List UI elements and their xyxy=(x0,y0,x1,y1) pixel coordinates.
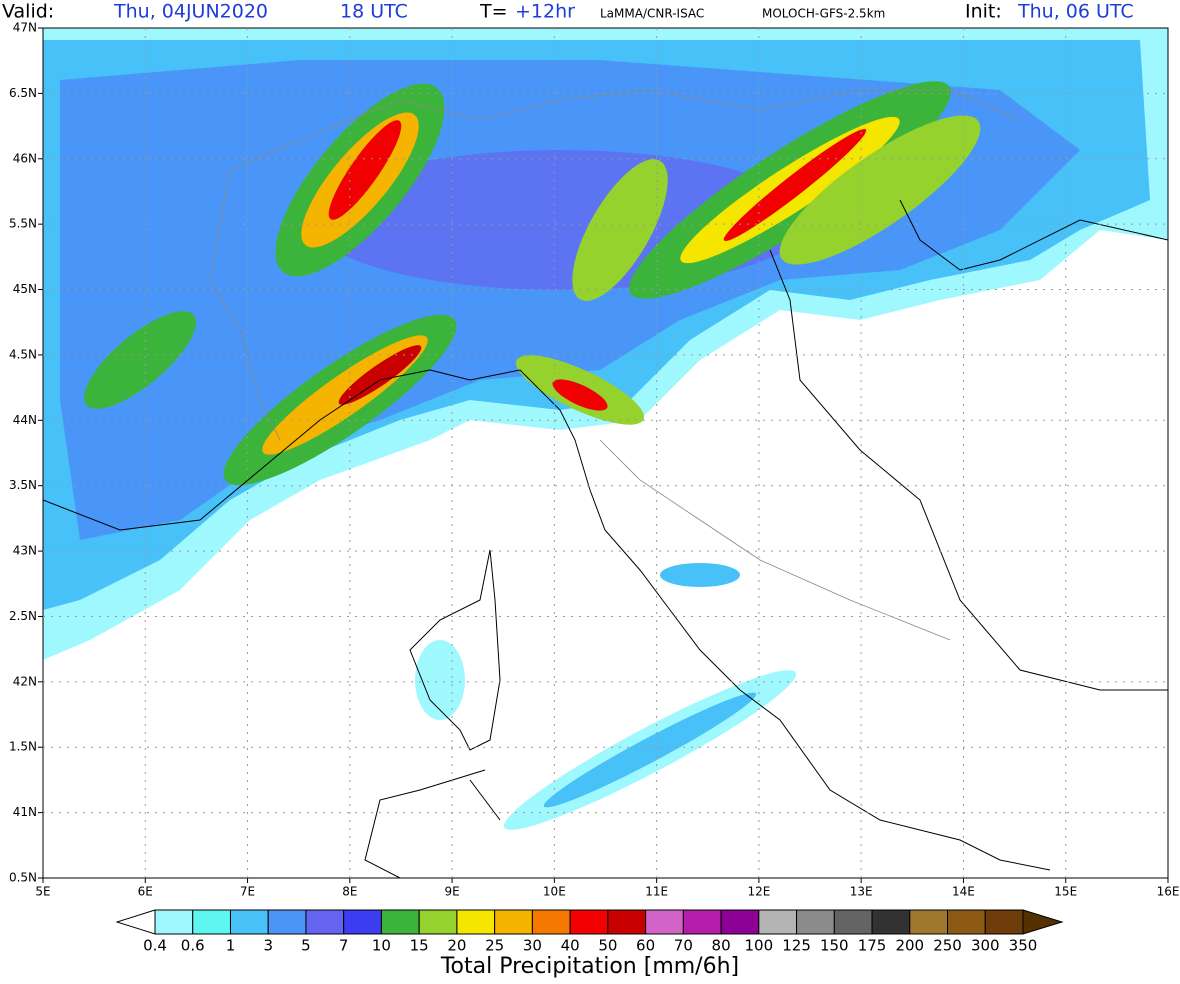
colorbar-over xyxy=(1022,909,1064,935)
colorbar-label: 175 xyxy=(858,937,887,955)
y-tick-label: 5.5N xyxy=(9,217,37,231)
colorbar-label: 100 xyxy=(745,937,774,955)
colorbar-box xyxy=(380,909,420,935)
colorbar-label: 70 xyxy=(674,937,693,955)
y-tick-label: 41N xyxy=(13,805,37,819)
x-tick-label: 13E xyxy=(850,885,873,899)
colorbar-label: 1 xyxy=(226,937,236,955)
y-tick-label: 46N xyxy=(13,151,37,165)
valid-label: Valid: xyxy=(2,1,54,23)
x-tick-label: 6E xyxy=(138,885,153,899)
colorbar-box xyxy=(229,909,269,935)
x-tick-label: 5E xyxy=(35,885,50,899)
colorbar-box xyxy=(720,909,760,935)
y-tick-label: 3.5N xyxy=(9,478,37,492)
colorbar-title: Total Precipitation [mm/6h] xyxy=(440,954,739,979)
colorbar-box xyxy=(267,909,307,935)
y-tick-label: 45N xyxy=(13,282,37,296)
colorbar-label: 80 xyxy=(712,937,731,955)
init-value: Thu, 06 UTC xyxy=(1017,1,1134,23)
colorbar-box xyxy=(758,909,798,935)
x-tick-label: 12E xyxy=(747,885,770,899)
colorbar-label: 250 xyxy=(933,937,962,955)
x-tick-label: 7E xyxy=(240,885,255,899)
colorbar-box xyxy=(418,909,458,935)
colorbar-box xyxy=(607,909,647,935)
colorbar-label: 0.4 xyxy=(143,937,167,955)
colorbar-box xyxy=(154,909,194,935)
colorbar-label: 60 xyxy=(636,937,655,955)
y-tick-label: 43N xyxy=(13,544,37,558)
valid-hour: 18 UTC xyxy=(340,1,408,23)
x-tick-label: 15E xyxy=(1054,885,1077,899)
y-tick-label: 47N xyxy=(13,21,37,35)
colorbar-box xyxy=(984,909,1024,935)
colorbar-box xyxy=(682,909,722,935)
x-tick-label: 9E xyxy=(444,885,459,899)
y-tick-label: 44N xyxy=(13,413,37,427)
colorbar-label: 350 xyxy=(1009,937,1038,955)
colorbar-label: 10 xyxy=(372,937,391,955)
colorbar-label: 125 xyxy=(782,937,811,955)
x-tick-label: 8E xyxy=(342,885,357,899)
x-tick-label: 11E xyxy=(645,885,668,899)
colorbar-box xyxy=(796,909,835,935)
x-tick-label: 10E xyxy=(543,885,566,899)
colorbar-label: 7 xyxy=(339,937,349,955)
coastlines xyxy=(43,89,1168,878)
valid-date: Thu, 04JUN2020 xyxy=(113,1,268,23)
colorbar: 0.4 0.6 1 3 5 7 10 15 20 25 30 40 50 60 70 80 100 125 150 1… xyxy=(115,909,1064,955)
t-label: T= xyxy=(479,1,508,23)
y-tick-label: 2.5N xyxy=(9,609,37,623)
colorbar-label: 300 xyxy=(971,937,1000,955)
colorbar-box xyxy=(305,909,345,935)
colorbar-box xyxy=(192,909,231,935)
y-tick-label: 0.5N xyxy=(9,871,37,885)
y-tick-label: 6.5N xyxy=(9,86,37,100)
colorbar-label: 50 xyxy=(598,937,617,955)
colorbar-label: 30 xyxy=(523,937,542,955)
colorbar-box xyxy=(833,909,873,935)
y-tick-label: 42N xyxy=(13,674,37,688)
colorbar-label: 150 xyxy=(820,937,849,955)
y-tick-label: 1.5N xyxy=(9,740,37,754)
colorbar-box xyxy=(569,909,609,935)
colorbar-box xyxy=(531,909,571,935)
colorbar-label: 5 xyxy=(301,937,311,955)
colorbar-label: 15 xyxy=(410,937,429,955)
colorbar-label: 20 xyxy=(447,937,466,955)
colorbar-box xyxy=(947,909,986,935)
graticule: 5E 6E 7E 8E 9E 10E 11E 12E 13E 14E 15E 16E 47N 6.5N 46… xyxy=(9,21,1179,899)
colorbar-box xyxy=(494,909,533,935)
colorbar-box xyxy=(343,909,382,935)
colorbar-box xyxy=(645,909,684,935)
colorbar-label: 3 xyxy=(263,937,273,955)
map-frame xyxy=(42,27,1169,879)
colorbar-box xyxy=(871,909,911,935)
colorbar-box xyxy=(909,909,949,935)
colorbar-label: 25 xyxy=(485,937,504,955)
colorbar-label: 200 xyxy=(895,937,924,955)
colorbar-label: 40 xyxy=(561,937,580,955)
source: LaMMA/CNR-ISAC xyxy=(600,7,704,21)
x-tick-label: 16E xyxy=(1157,885,1180,899)
precipitation-field xyxy=(43,28,1168,830)
x-tick-label: 14E xyxy=(952,885,975,899)
model: MOLOCH-GFS-2.5km xyxy=(762,7,885,21)
colorbar-box xyxy=(456,909,496,935)
init-label: Init: xyxy=(965,1,1002,23)
t-value: +12hr xyxy=(515,1,575,23)
colorbar-label: 0.6 xyxy=(181,937,205,955)
y-tick-label: 4.5N xyxy=(9,347,37,361)
colorbar-under xyxy=(115,909,156,935)
